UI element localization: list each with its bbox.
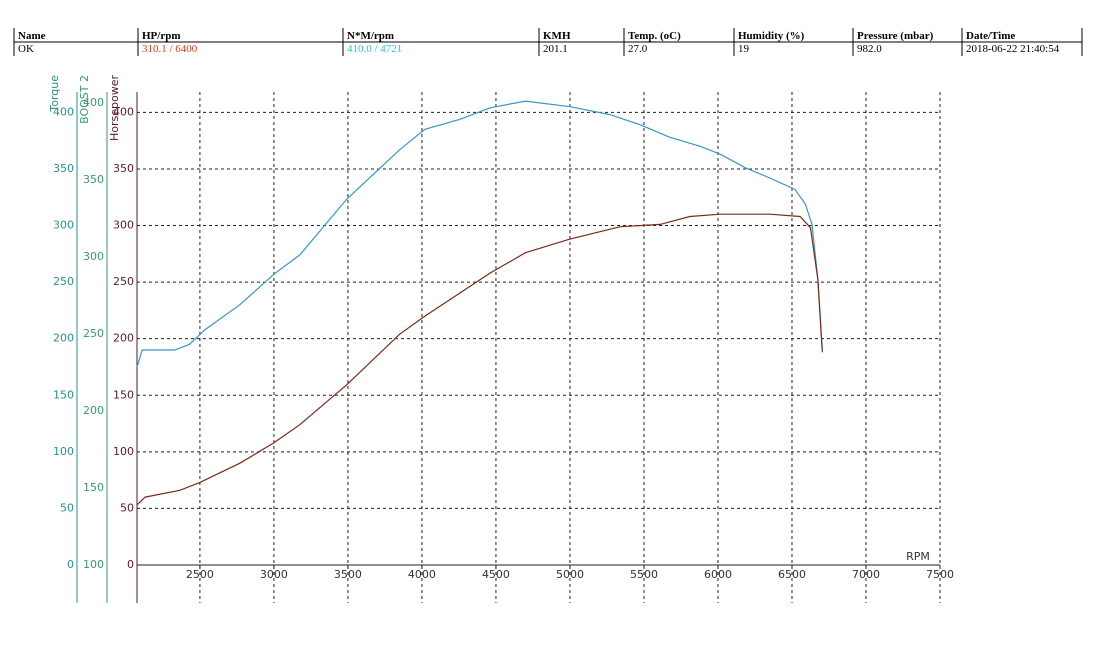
x-tick-label: 4500	[482, 568, 510, 581]
value-cell: 310.1 / 6400	[142, 43, 198, 55]
y-tick-label: 250	[113, 275, 134, 288]
y-tick-label: 100	[53, 445, 74, 458]
x-tick-label: 3000	[260, 568, 288, 581]
value-cell: 982.0	[857, 43, 882, 55]
header-cell: Name	[18, 30, 46, 42]
y-tick-label: 150	[83, 481, 104, 494]
header-cell: Temp. (oC)	[628, 30, 681, 42]
value-cell: OK	[18, 43, 34, 55]
line-series	[136, 213, 823, 506]
y-tick-label: 300	[83, 250, 104, 263]
y-tick-label: 150	[113, 388, 134, 401]
x-tick-label: 5500	[630, 568, 658, 581]
y-tick-label: 50	[60, 501, 74, 514]
y-axis-title: Torque	[48, 75, 61, 113]
y-tick-label: 200	[113, 332, 134, 345]
value-cell: 410.0 / 4721	[347, 43, 403, 55]
y-tick-label: 350	[53, 162, 74, 175]
header-cell: Humidity (%)	[738, 30, 805, 42]
x-tick-label: 4000	[408, 568, 436, 581]
y-tick-label: 300	[53, 219, 74, 232]
y-tick-label: 100	[113, 445, 134, 458]
x-tick-label: 7500	[926, 568, 954, 581]
y-tick-label: 0	[67, 558, 74, 571]
x-tick-label: 6500	[778, 568, 806, 581]
x-tick-label: 2500	[186, 568, 214, 581]
y-tick-label: 50	[120, 501, 134, 514]
header-cell: Date/Time	[966, 30, 1016, 42]
y-tick-label: 300	[113, 219, 134, 232]
x-tick-label: 6000	[704, 568, 732, 581]
line-series	[136, 100, 823, 368]
header-cell: N*M/rpm	[347, 30, 395, 42]
value-cell: 201.1	[543, 43, 568, 55]
y-tick-label: 350	[113, 162, 134, 175]
value-cell: 19	[738, 43, 749, 55]
header-cell: KMH	[543, 30, 571, 42]
x-tick-label: 5000	[556, 568, 584, 581]
y-axis-title: BOOST 2	[78, 75, 91, 124]
y-tick-label: 400	[53, 105, 74, 118]
y-tick-label: 250	[53, 275, 74, 288]
y-axis-title: Horsepower	[108, 75, 121, 141]
value-cell: 27.0	[628, 43, 648, 55]
value-cell: 2018-06-22 21:40:54	[966, 43, 1060, 55]
y-tick-label: 200	[83, 404, 104, 417]
y-tick-label: 150	[53, 388, 74, 401]
y-tick-label: 350	[83, 173, 104, 186]
header-cell: HP/rpm	[142, 30, 181, 42]
x-axis-title: RPM	[906, 550, 930, 563]
y-tick-label: 100	[83, 558, 104, 571]
y-tick-label: 250	[83, 327, 104, 340]
y-tick-label: 400	[113, 105, 134, 118]
y-tick-label: 200	[53, 332, 74, 345]
y-tick-label: 400	[83, 96, 104, 109]
header-cell: Pressure (mbar)	[857, 30, 934, 42]
y-tick-label: 0	[127, 558, 134, 571]
x-tick-label: 7000	[852, 568, 880, 581]
x-tick-label: 3500	[334, 568, 362, 581]
